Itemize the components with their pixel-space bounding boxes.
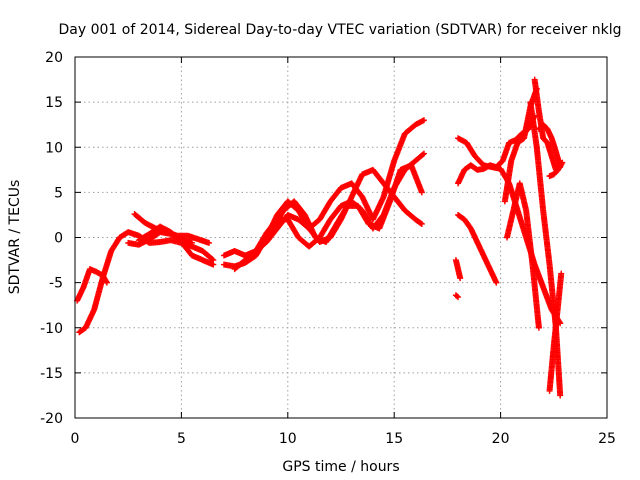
x-tick-label: 15 — [385, 431, 403, 447]
data-point — [557, 392, 564, 399]
y-tick-label: 20 — [45, 50, 63, 66]
x-tick-label: 0 — [71, 431, 80, 447]
x-tick-labels: 0 5 10 15 20 25 — [71, 431, 616, 447]
axis-ticks — [74, 56, 608, 419]
data-point — [103, 279, 110, 286]
y-tick-label: -10 — [40, 321, 63, 337]
data-point — [457, 275, 464, 282]
y-tick-label: 10 — [45, 140, 63, 156]
series-arc-02 — [76, 229, 217, 336]
chart-title: Day 001 of 2014, Sidereal Day-to-day VTE… — [59, 22, 622, 38]
series-arc-12 — [455, 211, 500, 286]
series-arc-07 — [220, 117, 427, 259]
data-point — [206, 239, 213, 246]
series-arc-13 — [452, 257, 464, 282]
data-point — [419, 151, 426, 158]
data-point — [420, 150, 427, 157]
data-point — [535, 324, 542, 331]
data-point — [418, 189, 425, 196]
x-tick-label: 10 — [279, 431, 297, 447]
y-tick-label: 15 — [45, 95, 63, 111]
series-arc-04 — [135, 223, 217, 268]
x-tick-label: 20 — [492, 431, 510, 447]
data-point — [210, 261, 217, 268]
data-point — [420, 117, 427, 124]
data-point — [558, 160, 565, 167]
series-arc-09 — [269, 162, 425, 246]
data-point — [493, 279, 500, 286]
data-point — [558, 270, 565, 277]
series-arc-18 — [546, 270, 565, 394]
x-tick-label: 5 — [177, 431, 186, 447]
data-point — [455, 294, 462, 301]
y-axis-label: SDTVAR / TECUs — [7, 180, 23, 295]
y-tick-label: 0 — [54, 231, 63, 247]
data-point — [417, 220, 424, 227]
series-arc-21 — [546, 159, 566, 180]
data-point — [559, 159, 566, 166]
y-tick-labels: -20 -15 -10 -5 0 5 10 15 20 — [40, 50, 63, 427]
y-tick-label: 5 — [54, 185, 63, 201]
data-points — [74, 76, 566, 399]
y-tick-label: -15 — [40, 366, 63, 382]
data-point — [453, 293, 460, 300]
series-arc-08 — [231, 150, 427, 273]
x-axis-label: GPS time / hours — [282, 459, 399, 475]
series-arc-14 — [452, 292, 462, 301]
series-arc-15 — [503, 180, 542, 331]
x-tick-label: 25 — [598, 431, 616, 447]
data-point — [418, 220, 425, 227]
data-point — [189, 239, 196, 246]
y-tick-label: -5 — [49, 276, 63, 292]
y-tick-label: -20 — [40, 411, 63, 427]
series-arc-05 — [125, 229, 196, 248]
